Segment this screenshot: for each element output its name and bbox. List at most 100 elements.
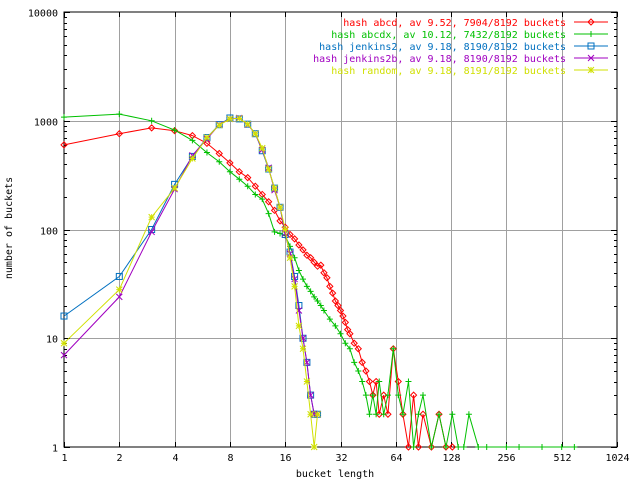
x-tick-label: 1024 (605, 453, 629, 464)
legend-label: hash jenkins2, av 9.18, 8190/8192 bucket… (319, 42, 566, 53)
data-point (299, 246, 307, 254)
data-point (115, 130, 124, 138)
data-point (346, 345, 353, 352)
data-point (265, 210, 272, 217)
data-point (587, 54, 595, 62)
data-point (320, 269, 328, 277)
data-point (147, 124, 156, 132)
data-point (116, 111, 123, 118)
y-tick-label: 100 (40, 227, 58, 238)
data-point (384, 410, 392, 418)
legend-label: hash abcd, av 9.52, 7904/8192 buckets (343, 18, 566, 29)
y-tick-label: 10 (46, 335, 58, 346)
x-axis-label: bucket length (296, 469, 374, 480)
data-point (410, 444, 417, 450)
data-point (346, 330, 354, 338)
data-point (189, 152, 196, 159)
data-point (380, 411, 387, 418)
x-tick-label: 256 (497, 453, 515, 464)
series-2 (61, 111, 578, 450)
data-point (326, 316, 333, 323)
data-point (320, 307, 327, 314)
data-point (587, 42, 595, 50)
data-point (419, 410, 427, 418)
legend-label: hash abcdx, av 10.12, 7432/8192 buckets (331, 30, 566, 41)
y-tick-label: 1 (52, 444, 58, 455)
data-point (342, 340, 349, 347)
data-point (313, 262, 322, 270)
plot-frame (63, 11, 618, 448)
data-point (442, 444, 449, 450)
data-point (558, 444, 565, 450)
series-line (63, 113, 575, 448)
series-line (63, 127, 453, 448)
data-point (303, 378, 311, 385)
data-point (259, 196, 266, 203)
y-tick-label: 1000 (34, 118, 58, 129)
data-point (336, 306, 345, 315)
data-point (409, 391, 418, 399)
data-point (115, 286, 123, 293)
data-point (331, 297, 340, 305)
data-point (306, 254, 315, 262)
data-point (317, 261, 325, 269)
x-tick-label: 8 (227, 453, 233, 464)
data-point (376, 378, 383, 385)
data-point (307, 410, 314, 418)
data-point (448, 443, 457, 451)
data-point (171, 184, 178, 192)
data-point (539, 444, 546, 450)
series-layer (60, 111, 578, 451)
data-point (317, 302, 324, 309)
data-point (60, 339, 68, 347)
data-point (310, 258, 318, 266)
data-point (276, 203, 284, 211)
series-line (63, 117, 318, 448)
data-point (226, 115, 234, 123)
data-point (203, 149, 210, 156)
data-point (588, 31, 594, 37)
data-point (215, 121, 223, 129)
data-point (365, 377, 374, 386)
data-point (148, 213, 156, 221)
data-point (475, 444, 482, 450)
data-point (351, 359, 358, 366)
data-point (483, 444, 490, 450)
data-point (350, 339, 358, 347)
data-point (303, 283, 310, 290)
series-5 (60, 115, 321, 451)
data-point (60, 351, 68, 359)
data-point (115, 293, 123, 301)
data-point (299, 345, 307, 353)
x-tick-label: 128 (442, 453, 460, 464)
data-point (323, 274, 331, 282)
data-point (290, 235, 299, 243)
data-point (270, 206, 279, 215)
data-point (587, 18, 595, 26)
data-point (465, 411, 472, 418)
grid (64, 12, 617, 447)
data-point (300, 276, 307, 283)
data-point (354, 345, 363, 353)
data-point (303, 251, 311, 259)
data-point (236, 176, 243, 183)
data-point (148, 228, 156, 236)
data-point (252, 191, 259, 198)
data-point (115, 272, 123, 280)
data-point (244, 183, 251, 190)
data-point (455, 444, 462, 450)
data-point (60, 312, 68, 320)
legend-label: hash random, av 9.18, 8191/8192 buckets (331, 66, 566, 77)
data-point (362, 367, 370, 375)
data-point (314, 298, 321, 305)
data-point (311, 293, 318, 300)
x-tick-label: 64 (390, 453, 402, 464)
data-point (235, 167, 244, 176)
x-tick-label: 2 (116, 453, 122, 464)
data-point (359, 378, 366, 385)
data-point (414, 443, 423, 451)
data-point (404, 443, 413, 451)
data-point (369, 392, 376, 399)
data-point (307, 288, 314, 295)
